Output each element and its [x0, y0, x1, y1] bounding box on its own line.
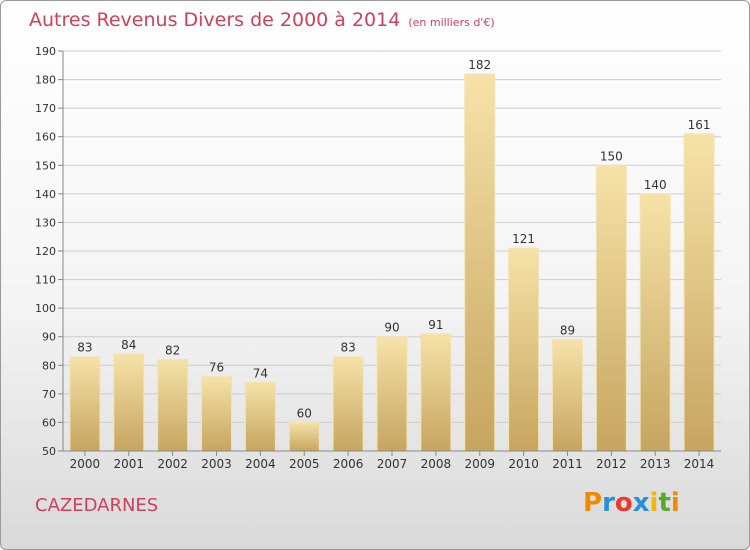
y-tick-label: 90 [42, 331, 56, 344]
data-label-2008: 91 [428, 318, 443, 332]
y-tick-label: 170 [35, 102, 56, 115]
x-axis: 2000 2001 2002 2003 2004 2005 2006 2007 2008 2009… [63, 450, 721, 471]
x-tick-label-2011: 2011 [552, 457, 583, 471]
x-tick-label-2007: 2007 [377, 457, 408, 471]
y-tick-label: 140 [35, 188, 56, 201]
bar-2004 [244, 381, 276, 452]
data-label-2003: 76 [209, 361, 224, 375]
y-tick-label: 130 [35, 216, 56, 229]
x-tick-label-2005: 2005 [289, 457, 320, 471]
data-label-2014: 161 [688, 118, 711, 132]
data-label-2012: 150 [600, 149, 623, 163]
proxiti-logo: Proxiti [583, 488, 680, 518]
data-label-2009: 182 [468, 58, 491, 72]
bar-2000 [69, 356, 101, 452]
logo-letter: i [670, 488, 680, 518]
y-tick-label: 80 [42, 359, 56, 372]
logo-letter: i [649, 488, 659, 518]
place-name: CAZEDARNES [35, 495, 159, 516]
y-tick-label: 60 [42, 416, 56, 429]
bars [69, 73, 715, 452]
chart-title-main: Autres Revenus Divers de 2000 à 2014 [29, 9, 401, 31]
data-label-2000: 83 [77, 341, 92, 355]
x-tick-label-2009: 2009 [464, 457, 495, 471]
x-tick-label-2014: 2014 [684, 457, 715, 471]
bar-2002 [157, 359, 189, 452]
x-tick-label-2012: 2012 [596, 457, 627, 471]
y-tick-label: 180 [35, 74, 56, 87]
x-tick-label-2004: 2004 [245, 457, 276, 471]
bar-2014 [683, 133, 715, 452]
bar-2011 [551, 339, 583, 452]
y-tick-label: 150 [35, 159, 56, 172]
y-tick-label: 190 [35, 45, 56, 58]
x-tick-label-2001: 2001 [114, 457, 145, 471]
x-tick-label-2010: 2010 [508, 457, 539, 471]
logo-letter: t [658, 488, 671, 518]
logo-letter: r [602, 488, 615, 518]
data-label-2013: 140 [644, 178, 667, 192]
bar-2010 [508, 247, 540, 452]
logo-letter: P [583, 488, 603, 518]
data-label-2010: 121 [512, 232, 535, 246]
x-tick-label-2003: 2003 [201, 457, 232, 471]
data-label-2002: 82 [165, 344, 180, 358]
y-tick-label: 70 [42, 388, 56, 401]
data-label-2006: 83 [340, 341, 355, 355]
bar-2012 [595, 164, 627, 452]
y-tick-label: 100 [35, 302, 56, 315]
bar-2013 [639, 193, 671, 452]
bar-2006 [332, 356, 364, 452]
bar-2007 [376, 336, 408, 452]
data-label-2004: 74 [253, 366, 268, 380]
y-tick-label: 120 [35, 245, 56, 258]
data-label-2011: 89 [560, 324, 575, 338]
bar-2003 [201, 376, 233, 452]
x-tick-label-2008: 2008 [421, 457, 452, 471]
x-tick-label-2013: 2013 [640, 457, 671, 471]
y-tick-label: 110 [35, 274, 56, 287]
logo-letter: x [632, 488, 650, 518]
bar-2005 [288, 421, 320, 452]
logo-letter: o [614, 488, 633, 518]
bar-2009 [464, 73, 496, 452]
data-label-2005: 60 [297, 406, 312, 420]
data-label-2001: 84 [121, 338, 136, 352]
bar-2001 [113, 353, 145, 452]
chart-subtitle: (en milliers d'€) [408, 16, 495, 29]
bar-2008 [420, 333, 452, 452]
x-tick-label-2006: 2006 [333, 457, 364, 471]
data-labels: 83 84 82 76 74 60 83 90 91 182 121 89 150 140 161 [77, 58, 710, 421]
data-label-2007: 90 [384, 321, 399, 335]
y-tick-label: 50 [42, 445, 56, 458]
y-tick-label: 160 [35, 131, 56, 144]
chart-title: Autres Revenus Divers de 2000 à 2014 (en … [29, 9, 495, 31]
x-tick-label-2000: 2000 [70, 457, 101, 471]
x-tick-label-2002: 2002 [157, 457, 188, 471]
y-axis: 50 60 70 80 90 100 110 120 130 140 150 160 170 180 190 [35, 45, 64, 458]
